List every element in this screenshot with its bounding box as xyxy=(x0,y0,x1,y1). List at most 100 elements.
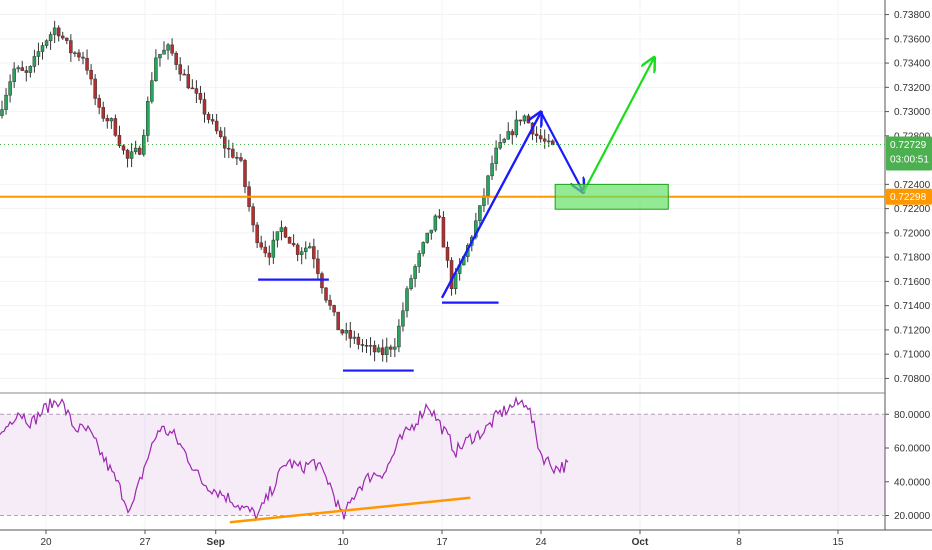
price-tick-label: 0.73000 xyxy=(894,107,931,118)
oscillator-tick-label: 40.0000 xyxy=(894,477,931,488)
time-tick-label: 20 xyxy=(40,537,52,548)
candle-body xyxy=(376,347,381,353)
candle-body xyxy=(518,119,523,122)
candle-body xyxy=(166,44,170,51)
candle-body xyxy=(93,78,97,99)
candle-body xyxy=(283,227,288,238)
candle-body xyxy=(150,80,154,102)
candle-body xyxy=(190,87,195,90)
candle-body xyxy=(121,145,126,151)
candlestick-series[interactable] xyxy=(0,20,555,363)
candle-body xyxy=(125,149,130,159)
candle-body xyxy=(239,157,243,161)
price-tick-label: 0.72400 xyxy=(894,180,931,191)
candle-body xyxy=(4,94,8,110)
candle-body xyxy=(324,287,328,301)
gridlines xyxy=(0,0,885,530)
candle-body xyxy=(214,120,219,132)
time-tick-label: 27 xyxy=(139,537,151,548)
candle-body xyxy=(429,229,434,234)
candle-body xyxy=(109,118,114,122)
price-tick-label: 0.71800 xyxy=(894,253,931,264)
candle-body xyxy=(162,49,166,55)
candle-body xyxy=(372,345,377,353)
candle-body xyxy=(44,40,49,46)
candle-body xyxy=(506,131,510,140)
candle-body xyxy=(425,232,429,243)
candle-body xyxy=(328,299,332,306)
candle-body xyxy=(522,115,527,122)
candle-body xyxy=(24,70,29,73)
candle-body xyxy=(340,329,344,334)
candle-body xyxy=(486,175,490,197)
last-price-label: 0.72729 xyxy=(890,140,927,151)
price-tick-label: 0.70800 xyxy=(894,374,931,385)
price-tick-label: 0.73200 xyxy=(894,83,931,94)
oscillator-axis-ticks: 80.0000 60.0000 40.0000 20.0000 xyxy=(885,410,931,522)
candle-body xyxy=(194,88,199,94)
candle-body xyxy=(105,118,110,122)
candle-body xyxy=(336,311,340,331)
candle-body xyxy=(178,64,182,75)
price-tick-label: 0.71200 xyxy=(894,325,931,336)
oscillator-tick-label: 20.0000 xyxy=(894,511,931,522)
price-tick-label: 0.71600 xyxy=(894,277,931,288)
candle-body xyxy=(218,130,223,138)
candle-body xyxy=(490,163,494,177)
candle-body xyxy=(494,147,498,164)
candle-body xyxy=(437,215,442,218)
candle-body xyxy=(547,140,551,143)
candle-body xyxy=(255,224,259,244)
candle-body xyxy=(186,74,191,89)
support-price-tag: 0.72298 xyxy=(886,188,932,205)
drawing-tools[interactable] xyxy=(258,58,669,372)
candle-body xyxy=(401,310,405,327)
price-tick-label: 0.73800 xyxy=(894,10,931,21)
candle-body xyxy=(77,52,81,58)
oscillator-trendline xyxy=(229,496,471,524)
time-tick-label: 24 xyxy=(535,537,547,548)
bar-countdown-label: 03:00:51 xyxy=(890,154,929,165)
candle-body xyxy=(433,215,438,231)
candle-body xyxy=(36,51,41,57)
candle-body xyxy=(356,336,361,345)
candle-body xyxy=(474,220,478,238)
candle-body xyxy=(449,260,454,289)
buy-zone-rectangle xyxy=(554,183,669,210)
time-tick-label: 17 xyxy=(436,537,448,548)
candle-body xyxy=(61,35,65,39)
candle-body xyxy=(352,336,357,339)
candle-body xyxy=(20,67,24,71)
candle-body xyxy=(8,81,12,96)
support-price-label: 0.72298 xyxy=(890,192,927,203)
candle-body xyxy=(65,37,69,41)
candle-body xyxy=(0,109,4,116)
candle-body xyxy=(291,243,296,246)
last-price-tag: 0.72729 03:00:51 xyxy=(886,136,932,171)
candle-body xyxy=(502,138,506,143)
oscillator-drawings[interactable] xyxy=(229,496,471,524)
candle-body xyxy=(304,247,308,252)
candle-body xyxy=(279,227,284,232)
candle-body xyxy=(364,345,369,347)
candle-body xyxy=(259,242,263,248)
time-tick-label: 10 xyxy=(337,537,349,548)
candle-body xyxy=(542,138,547,142)
price-tick-label: 0.71400 xyxy=(894,301,931,312)
candle-body xyxy=(133,147,138,153)
candle-body xyxy=(389,346,393,350)
candle-body xyxy=(271,239,276,258)
oscillator-tick-label: 60.0000 xyxy=(894,444,931,455)
candle-body xyxy=(263,246,267,254)
candle-body xyxy=(510,131,515,136)
candle-body xyxy=(174,52,178,65)
candle-body xyxy=(405,288,409,312)
path-arrow-leg xyxy=(441,112,541,299)
candle-body xyxy=(287,236,292,244)
candle-body xyxy=(267,252,272,258)
price-tick-label: 0.73400 xyxy=(894,59,931,70)
candle-body xyxy=(385,346,389,356)
candle-body xyxy=(202,99,207,115)
candle-body xyxy=(445,246,450,261)
